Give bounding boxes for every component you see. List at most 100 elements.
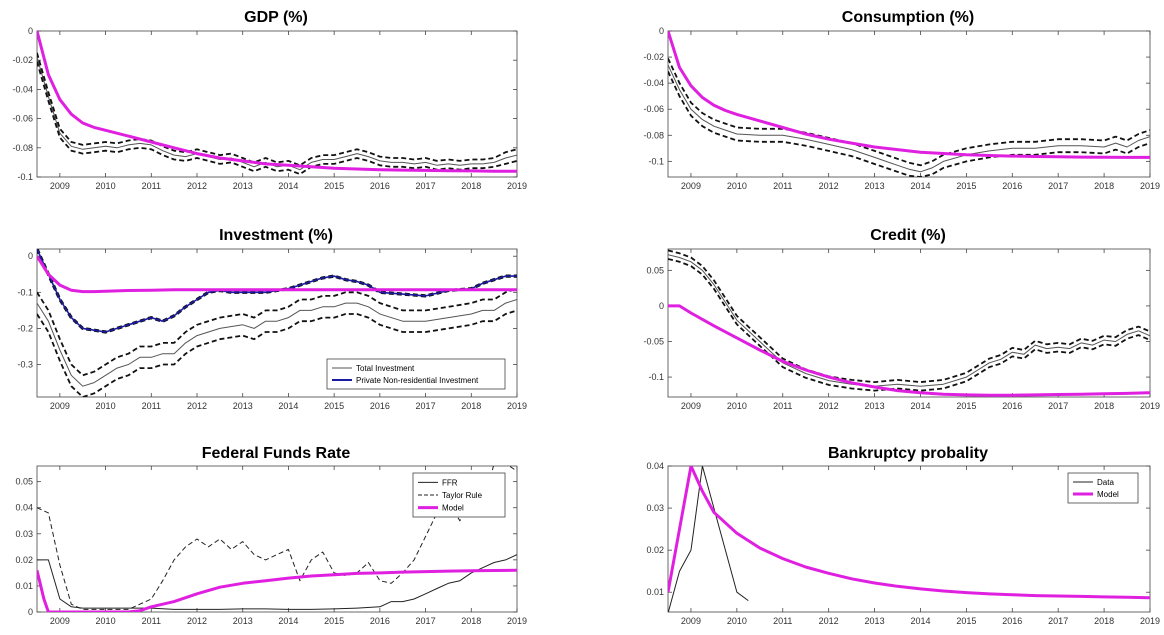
x-tick-label: 2015: [324, 181, 344, 191]
x-tick-label: 2010: [727, 401, 747, 411]
y-tick-label: -0.04: [643, 78, 664, 88]
x-tick-label: 2012: [819, 181, 839, 191]
legend: FFR Taylor Rule Model: [412, 472, 506, 518]
x-tick-label: 2014: [278, 616, 298, 626]
x-tick-label: 2010: [727, 181, 747, 191]
x-tick-label: 2011: [142, 401, 161, 411]
x-tick-label: 2019: [1140, 616, 1160, 626]
legend-label: FFR: [442, 478, 458, 487]
series-group: [37, 466, 517, 612]
x-tick-label: 2019: [1140, 401, 1160, 411]
x-tick-label: 2018: [1094, 181, 1114, 191]
x-tick-label: 2015: [324, 401, 344, 411]
x-tick-label: 2012: [187, 181, 207, 191]
y-tick-label: 0.05: [15, 477, 33, 487]
x-tick-label: 2017: [1048, 616, 1068, 626]
x-tick-label: 2012: [819, 401, 839, 411]
x-tick-label: 2017: [1048, 181, 1068, 191]
legend-label: Taylor Rule: [442, 491, 483, 500]
x-tick-label: 2009: [50, 616, 70, 626]
legend-box: [412, 472, 506, 518]
y-tick-label: -0.02: [643, 52, 664, 62]
x-tick-label: 2013: [865, 616, 885, 626]
x-tick-label: 2018: [461, 401, 481, 411]
chart-title: Credit (%): [870, 227, 946, 244]
y-tick-label: -0.06: [643, 104, 664, 114]
y-tick-label: -0.02: [12, 55, 33, 65]
y-tick-label: -0.08: [12, 143, 33, 153]
series-line: [668, 254, 1150, 387]
x-tick-label: 2016: [370, 181, 390, 191]
gdp-chart: GDP (%) 2009 2010 2011 2012 2013 2014 2015 2016…: [12, 9, 527, 191]
legend-label: Model: [1097, 490, 1119, 499]
x-tick-label: 2017: [416, 401, 436, 411]
series-group: [668, 466, 1150, 612]
x-tick-label: 2012: [819, 616, 839, 626]
x-tick-label: 2009: [50, 401, 70, 411]
x-tick-label: 2013: [865, 401, 885, 411]
series-group: [37, 31, 517, 176]
y-tick-label: -0.08: [643, 130, 664, 140]
x-tick-label: 2015: [324, 616, 344, 626]
x-tick-label: 2016: [1002, 181, 1022, 191]
x-tick-label: 2017: [1048, 401, 1068, 411]
y-tick-label: 0.01: [646, 587, 664, 597]
plot-area: [36, 30, 518, 178]
x-tick-label: 2014: [910, 181, 930, 191]
bankruptcy-probability-chart: Bankruptcy probality 2009 2010 2011 2012 201…: [646, 445, 1160, 626]
legend-box: [326, 358, 506, 390]
legend-box: [1067, 472, 1139, 504]
y-tick-label: 0.02: [646, 545, 664, 555]
x-tick-label: 2009: [681, 616, 701, 626]
series-line: [37, 466, 517, 610]
series-line: [37, 57, 517, 171]
y-tick-label: 0: [28, 26, 33, 36]
y-tick-label: -0.1: [648, 156, 664, 166]
y-tick-label: 0.04: [646, 461, 664, 471]
plot-area: [667, 30, 1151, 178]
x-tick-label: 2010: [96, 401, 116, 411]
x-tick-label: 2018: [461, 181, 481, 191]
x-tick-label: 2011: [142, 616, 161, 626]
y-tick-label: 0.01: [15, 581, 33, 591]
x-tick-label: 2016: [1002, 401, 1022, 411]
y-tick-label: 0: [28, 251, 33, 261]
x-tick-label: 2018: [1094, 401, 1114, 411]
x-tick-label: 2013: [865, 181, 885, 191]
y-tick-label: -0.05: [643, 337, 664, 347]
legend: Data Model: [1067, 472, 1139, 504]
x-tick-label: 2015: [956, 616, 976, 626]
series-line: [668, 304, 1150, 397]
chart-title: Consumption (%): [842, 9, 974, 26]
chart-title: Investment (%): [219, 227, 333, 244]
y-tick-label: -0.04: [12, 84, 33, 94]
x-tick-label: 2014: [278, 401, 298, 411]
consumption-chart: Consumption (%) 2009 2010 2011 2012 2013 2014…: [643, 9, 1160, 191]
x-tick-label: 2017: [416, 616, 436, 626]
y-tick-label: -0.1: [17, 172, 33, 182]
series-line: [37, 287, 517, 377]
y-tick-label: 0: [659, 301, 664, 311]
x-tick-label: 2016: [1002, 616, 1022, 626]
y-tick-label: 0.03: [646, 503, 664, 513]
x-tick-label: 2014: [278, 181, 298, 191]
chart-title: GDP (%): [244, 9, 308, 26]
legend-label: Private Non-residential Investment: [356, 376, 479, 385]
x-tick-label: 2013: [233, 401, 253, 411]
legend-label: Model: [442, 504, 464, 513]
x-tick-label: 2018: [461, 616, 481, 626]
x-tick-label: 2010: [727, 616, 747, 626]
x-tick-label: 2012: [187, 616, 207, 626]
x-tick-label: 2015: [956, 401, 976, 411]
investment-chart: Investment (%) 2009 2010 2011 2012 2013 2014 2…: [17, 227, 527, 411]
x-tick-label: 2009: [681, 181, 701, 191]
series-line: [668, 71, 1150, 177]
series-group: [668, 31, 1150, 177]
x-tick-label: 2019: [507, 616, 527, 626]
legend: Total Investment Private Non-residential …: [326, 358, 506, 390]
series-line: [668, 31, 1150, 159]
chart-title: Bankruptcy probality: [828, 445, 988, 462]
y-tick-label: -0.2: [17, 323, 33, 333]
x-tick-label: 2014: [910, 616, 930, 626]
